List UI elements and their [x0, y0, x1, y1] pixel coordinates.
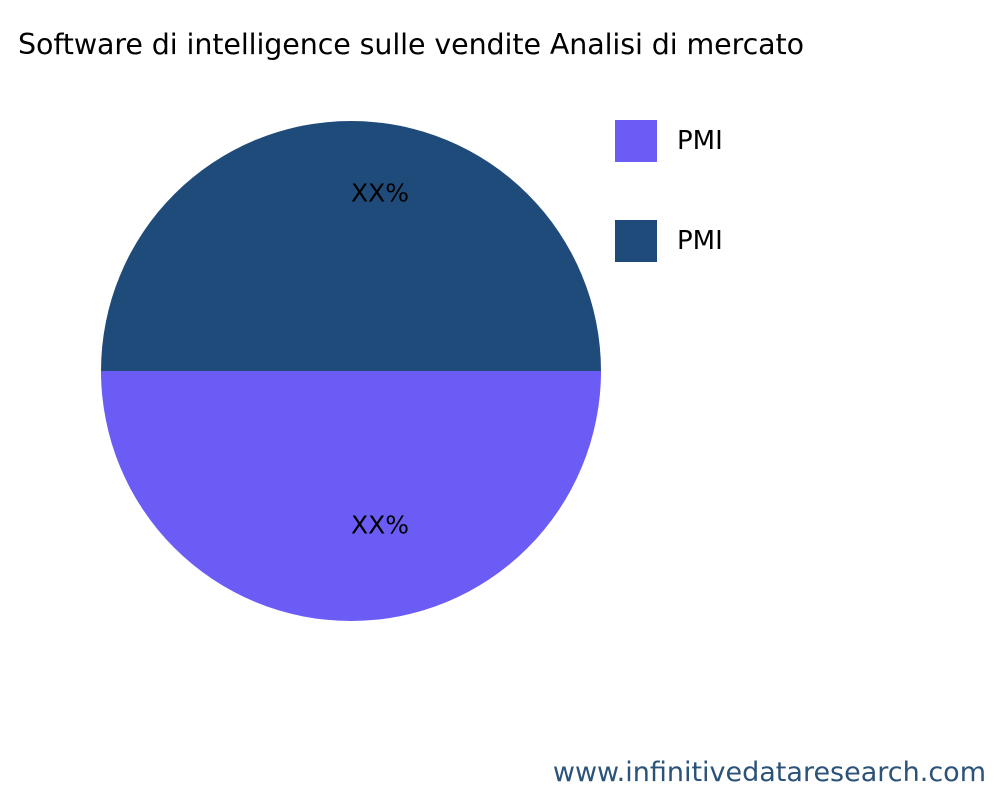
legend-item-label: PMI	[677, 126, 723, 156]
legend-item-0[interactable]: PMI	[615, 120, 945, 162]
legend-color-swatch-icon	[615, 220, 657, 262]
pie-svg	[101, 121, 601, 621]
pie-plot-area	[100, 120, 602, 622]
chart-legend: PMI PMI	[615, 120, 945, 320]
legend-color-swatch-icon	[615, 120, 657, 162]
chart-title: Software di intelligence sulle vendite A…	[18, 28, 804, 61]
pie-slice-pmi-bottom[interactable]	[101, 371, 601, 621]
source-website-url[interactable]: www.infinitivedataresearch.com	[552, 757, 986, 788]
legend-item-label: PMI	[677, 226, 723, 256]
legend-item-1[interactable]: PMI	[615, 220, 945, 262]
pie-slice-pmi-top[interactable]	[101, 121, 601, 371]
